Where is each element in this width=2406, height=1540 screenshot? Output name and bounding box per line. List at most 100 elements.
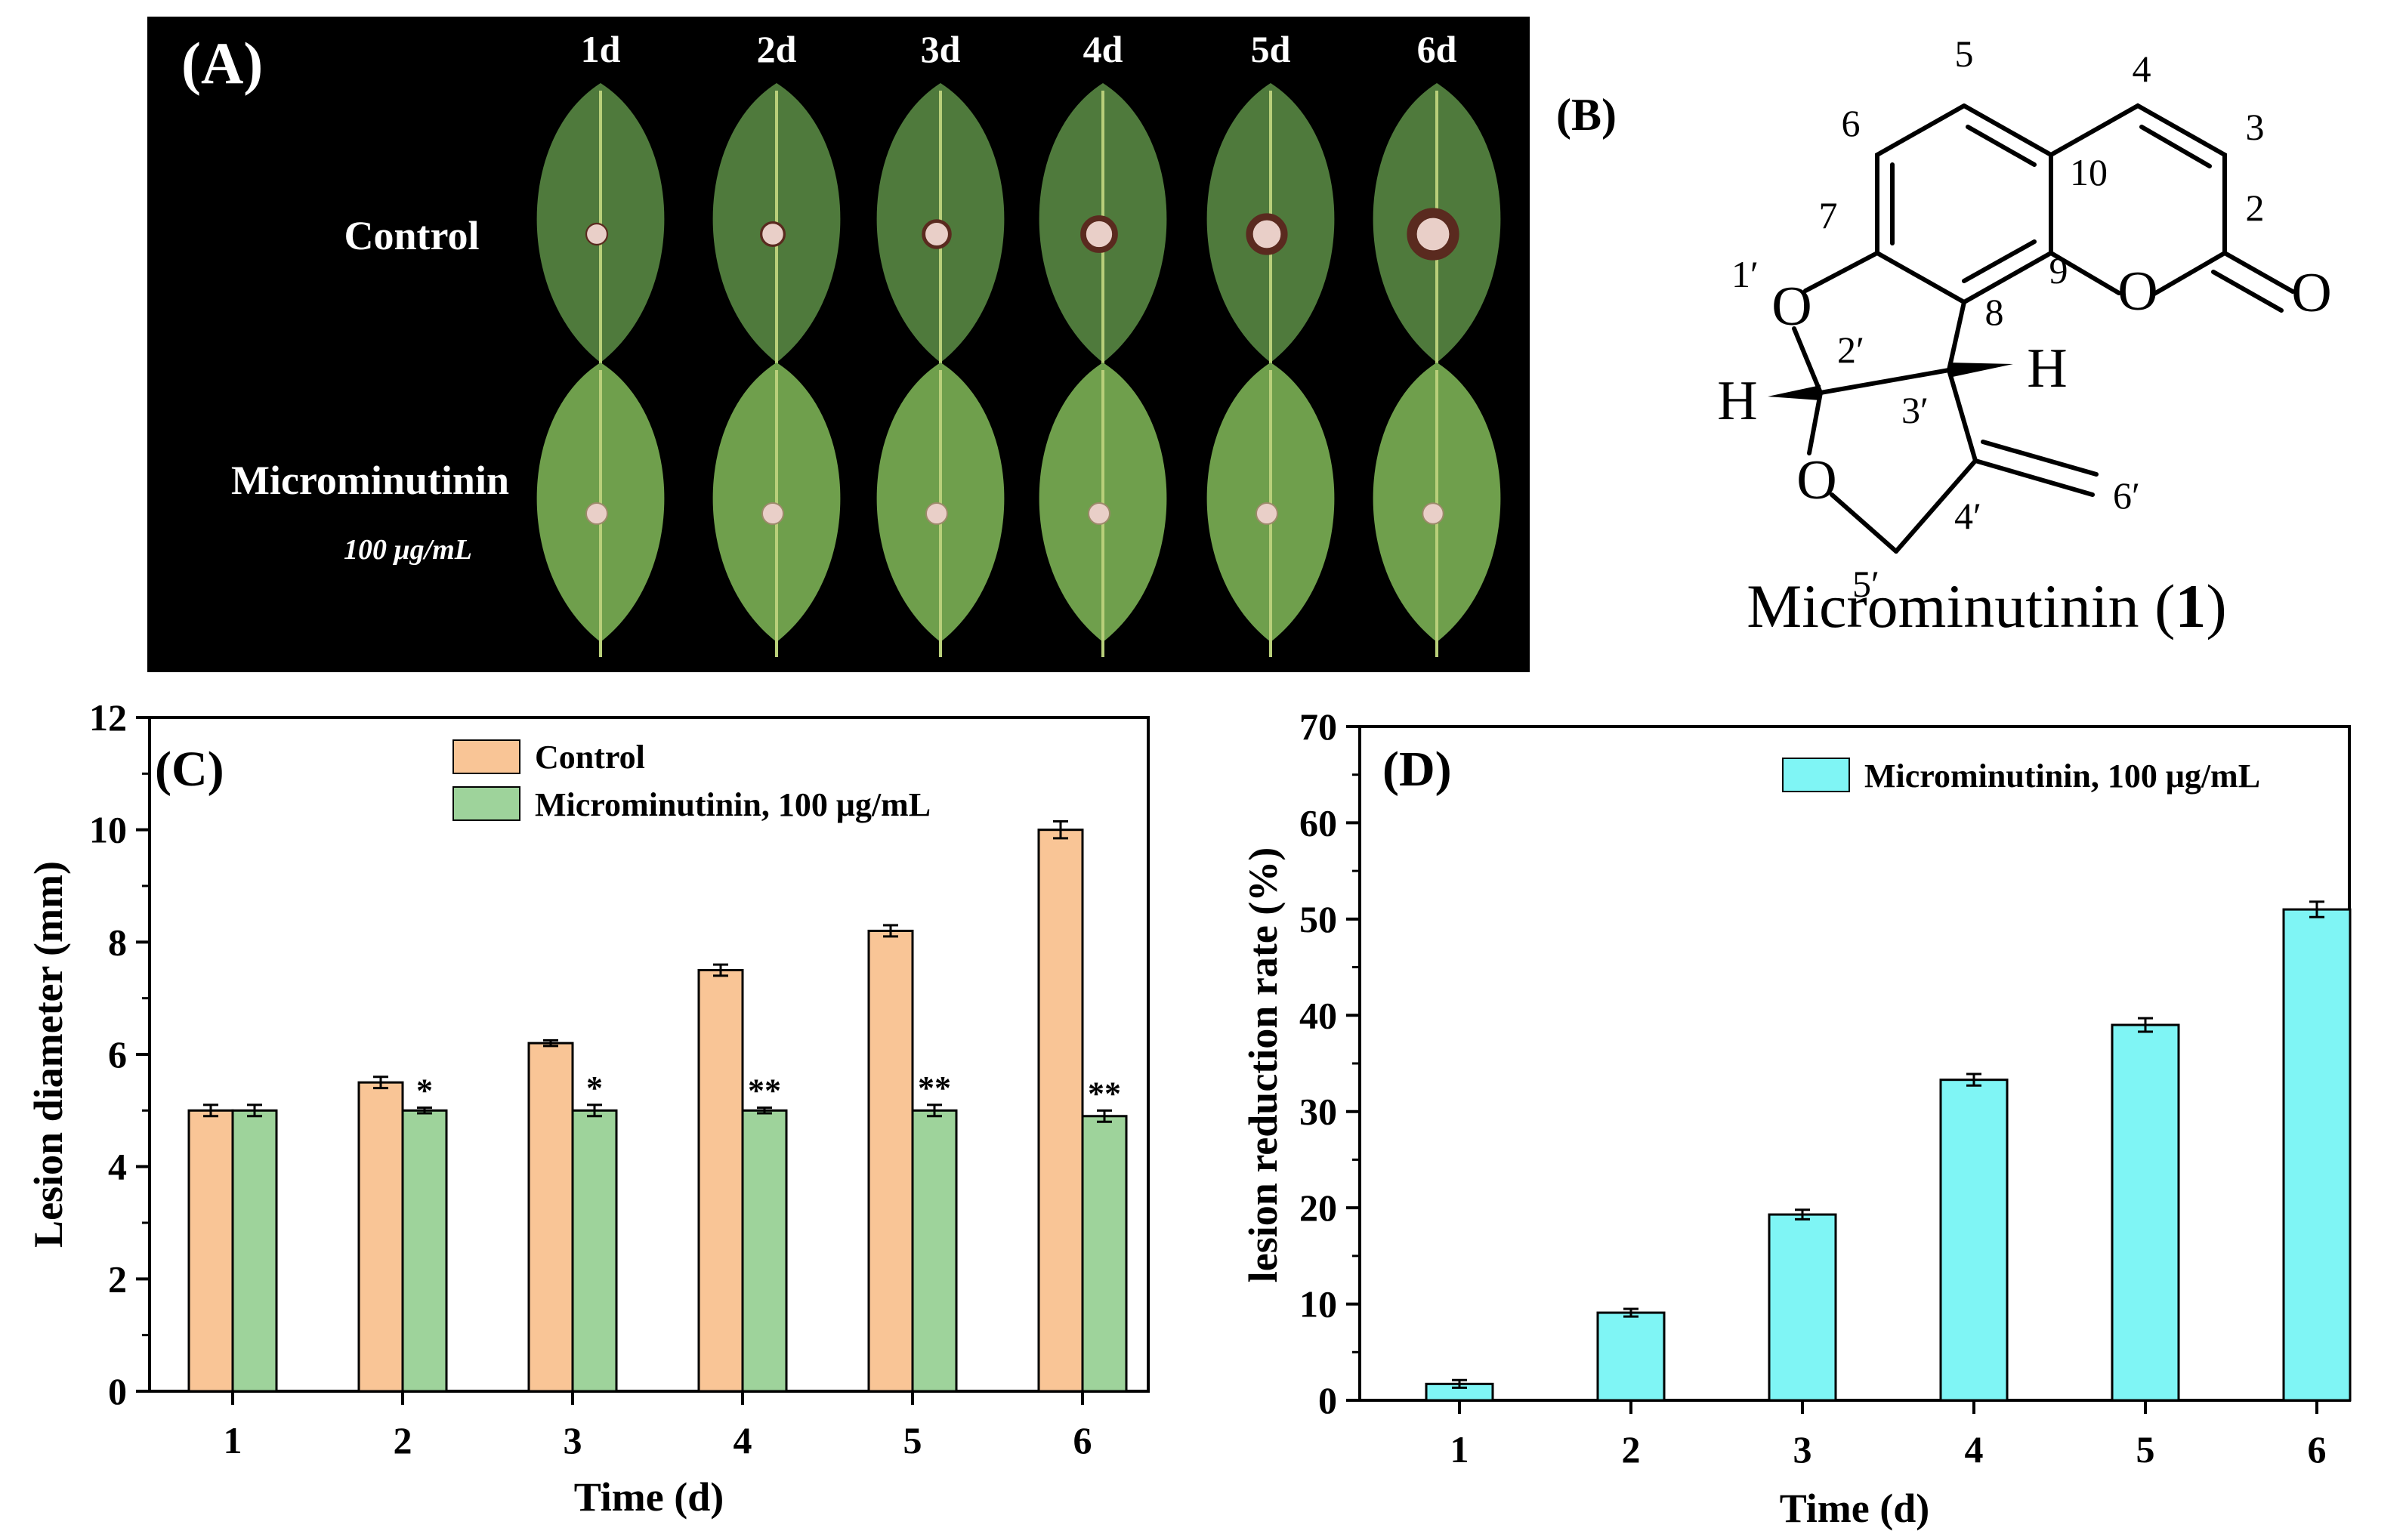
atom-oxygen-1: O (1771, 276, 1811, 338)
d-y-tick-label-60: 60 (1299, 801, 1337, 844)
compound-caption: Microminutinin (1) (1747, 572, 2226, 640)
c-significance-marker: ** (918, 1069, 951, 1106)
d-bar-microminutinin-day-4 (1939, 1079, 2009, 1402)
chart-c-x-label: Time (d) (574, 1474, 724, 1520)
chart-d-x-axis: 1 2 3 4 5 6 (1450, 1400, 2327, 1471)
c-bar-microminutinin-day-6 (1081, 1115, 1128, 1393)
chart-c-legend: Control Microminutinin, 100 μg/mL (452, 739, 931, 823)
day-label-4: 4d (1083, 28, 1123, 70)
bond-pyranone-ring (2049, 103, 2227, 297)
atom-hydrogen-left: H (1717, 370, 1757, 432)
c-bar-microminutinin-day-2 (401, 1109, 448, 1393)
atom-number-6: 6 (1842, 102, 1861, 144)
d-x-tick-label-1: 1 (1450, 1428, 1469, 1471)
lesion-control-day-1 (585, 222, 609, 246)
atom-number-7: 7 (1819, 194, 1838, 236)
d-x-tick-label-3: 3 (1793, 1428, 1812, 1471)
lesion-control-day-6 (1407, 208, 1459, 261)
day-label-1: 1d (581, 28, 621, 70)
atom-labels: 5 4 6 3 10 2 7 9 1′ 8 2′ 3′ 4′ 5′ 6′ O O… (1717, 32, 2331, 605)
bond-o1-c2p (1792, 326, 1823, 395)
row-label-control: Control (344, 213, 479, 258)
chart-c-bars: * * ** ** ** (187, 820, 1128, 1393)
lesion-treatment-day-5 (1256, 502, 1278, 525)
c-significance-marker: * (586, 1069, 603, 1106)
legend-label-d-microminutinin: Microminutinin, 100 μg/mL (1864, 758, 2260, 795)
c-x-tick-label-4: 4 (734, 1419, 752, 1461)
bond-c8-c3p (1947, 300, 1966, 372)
c-y-tick-label-0: 0 (108, 1370, 127, 1412)
legend-swatch-d-microminutinin (1782, 758, 1850, 792)
atom-number-8: 8 (1985, 291, 2004, 333)
c-y-tick-label-12: 12 (89, 696, 127, 739)
lesion-control-day-5 (1246, 213, 1288, 255)
lesion-control-day-3 (922, 219, 952, 249)
bond-benzene-double-1 (1966, 125, 2037, 167)
day-label-5: 5d (1251, 28, 1291, 70)
d-y-tick-label-70: 70 (1299, 705, 1337, 748)
lesion-treatment-day-6 (1422, 502, 1444, 525)
panel-a-label: (A) (181, 30, 263, 96)
c-bar-microminutinin-day-5 (911, 1109, 958, 1393)
c-x-tick-label-6: 6 (1073, 1419, 1092, 1461)
c-bar-control-day-5 (867, 929, 914, 1393)
c-significance-marker: ** (1088, 1075, 1121, 1112)
lesion-treatment-day-2 (761, 502, 784, 525)
bond-pyranone-o (2049, 251, 2121, 295)
d-bar-microminutinin-day-6 (2282, 908, 2352, 1402)
c-bar-control-day-3 (527, 1042, 574, 1393)
c-bar-control-day-2 (357, 1081, 404, 1393)
c-significance-marker: * (416, 1072, 433, 1109)
c-y-tick-label-2: 2 (108, 1258, 127, 1300)
chart-c-panel-label: (C) (155, 742, 224, 797)
atom-hydrogen-right: H (2027, 338, 2067, 400)
lesion-control-day-2 (759, 221, 786, 248)
chart-d-y-label: lesion reduction rate (%) (1240, 847, 1286, 1282)
lesion-control-day-4 (1080, 215, 1118, 253)
d-y-tick-label-50: 50 (1299, 898, 1337, 940)
d-x-tick-label-2: 2 (1622, 1428, 1641, 1471)
d-y-tick-label-20: 20 (1299, 1187, 1337, 1229)
atom-number-9: 9 (2049, 249, 2068, 292)
wedge-bond-h-right (1949, 363, 2013, 378)
atom-number-3: 3 (2246, 106, 2265, 148)
row-label-concentration: 100 μg/mL (344, 534, 472, 566)
chart-d-plot-frame (1358, 725, 2351, 1402)
wedge-bond-h-left (1768, 385, 1821, 400)
c-bar-microminutinin-day-3 (571, 1109, 618, 1393)
c-y-tick-label-8: 8 (108, 921, 127, 963)
d-bar-microminutinin-day-5 (2111, 1023, 2180, 1402)
atom-number-5: 5 (1955, 32, 1974, 75)
d-y-tick-label-40: 40 (1299, 994, 1337, 1036)
chart-d-y-axis: 0 10 20 30 40 50 60 70 (1299, 705, 1360, 1421)
atom-number-4: 4 (2133, 48, 2151, 90)
chart-c-y-label: Lesion diameter (mm) (26, 861, 71, 1248)
d-x-tick-label-6: 6 (2308, 1428, 2327, 1471)
bond-c2p-o (1807, 390, 1823, 455)
chart-d-x-label: Time (d) (1780, 1486, 1930, 1531)
bond-c5p-c4p (1894, 458, 1978, 554)
legend-swatch-microminutinin (452, 786, 520, 821)
c-bar-control-day-6 (1037, 829, 1084, 1393)
chart-c-y-axis: 0 2 4 6 8 10 12 (89, 696, 150, 1412)
row-label-treatment: Microminutinin (231, 458, 509, 503)
day-label-3: 3d (921, 28, 961, 70)
bond-c7-o1 (1803, 251, 1879, 293)
atom-number-2p: 2′ (1837, 329, 1864, 371)
atom-number-2: 2 (2246, 187, 2265, 229)
day-label-6: 6d (1417, 28, 1457, 70)
bond-c2p-c3p (1818, 368, 1951, 395)
panel-b-label: (B) (1556, 90, 1617, 140)
legend-swatch-control (452, 739, 520, 774)
atom-number-3p: 3′ (1901, 389, 1929, 431)
c-x-tick-label-2: 2 (394, 1419, 412, 1461)
d-bar-microminutinin-day-2 (1596, 1311, 1666, 1402)
chart-d: (D) 0 10 20 30 40 50 60 70 1 2 3 4 5 6 Time (d) lesi… (1240, 705, 2352, 1531)
c-y-tick-label-10: 10 (89, 809, 127, 851)
chart-d-panel-label: (D) (1382, 742, 1452, 797)
bond-c3-c4-double (2139, 125, 2212, 168)
c-bar-microminutinin-day-4 (741, 1109, 788, 1393)
d-x-tick-label-5: 5 (2136, 1428, 2155, 1471)
d-bar-microminutinin-day-3 (1768, 1213, 1837, 1402)
